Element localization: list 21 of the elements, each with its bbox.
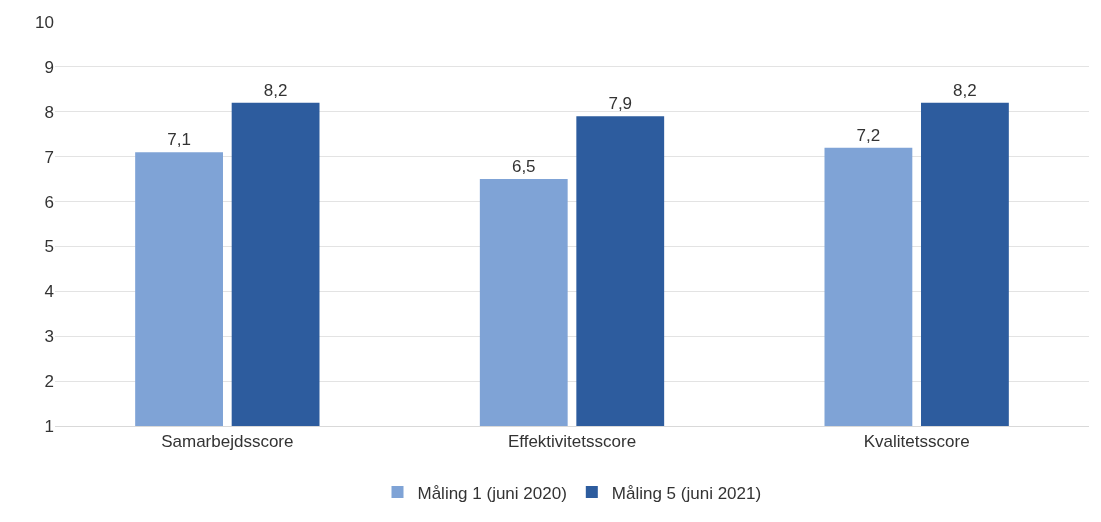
y-tick-label: 8 <box>44 102 54 122</box>
x-tick-label: Samarbejdsscore <box>161 432 294 452</box>
y-tick-label: 9 <box>44 57 54 77</box>
data-label: 8,2 <box>953 80 977 100</box>
x-tick-label: Kvalitetsscore <box>863 432 970 452</box>
data-label: 7,2 <box>856 125 881 145</box>
x-tick-label: Effektivitetsscore <box>507 432 637 452</box>
legend-label: Måling 1 (juni 2020) <box>417 483 567 503</box>
y-tick-label: 3 <box>44 327 54 347</box>
y-tick-label: 5 <box>44 237 54 257</box>
data-label: 6,5 <box>511 157 536 177</box>
data-label: 7,9 <box>608 94 633 114</box>
y-tick-label: 7 <box>44 147 54 167</box>
legend-label: Måling 5 (juni 2021) <box>611 483 762 503</box>
y-tick-label: 10 <box>35 12 54 32</box>
data-label: 8,2 <box>263 80 288 100</box>
y-tick-label: 6 <box>44 192 54 212</box>
data-label: 7,1 <box>167 130 191 150</box>
y-tick-label: 2 <box>44 372 54 392</box>
y-tick-label: 4 <box>44 282 54 302</box>
y-tick-label: 1 <box>44 416 54 436</box>
